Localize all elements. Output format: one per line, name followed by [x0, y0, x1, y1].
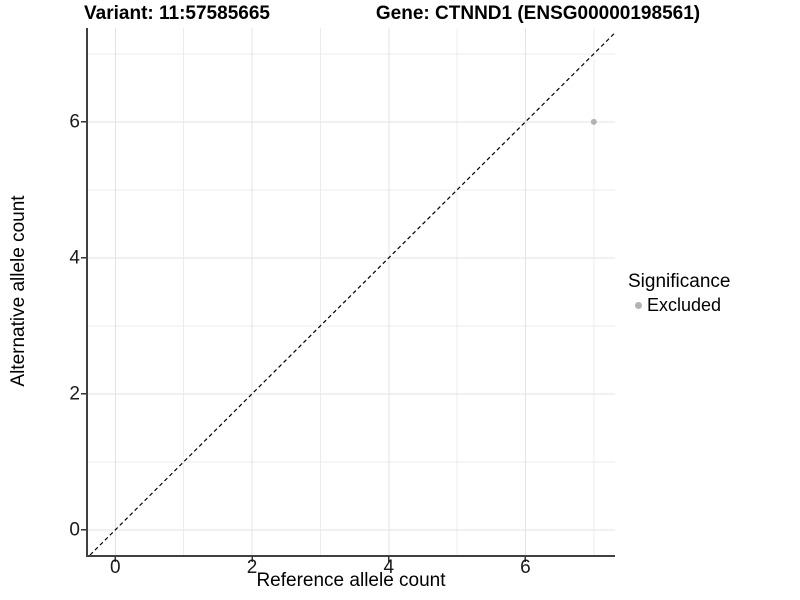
- plot-title-variant: Variant: 11:57585665: [84, 3, 270, 24]
- data-point-excluded: [590, 118, 597, 125]
- x-tick-label: 0: [110, 557, 121, 578]
- plot-panel: [81, 28, 616, 562]
- x-tick-label: 2: [246, 557, 258, 578]
- y-tick-label: 6: [69, 111, 80, 133]
- x-axis-title: Reference allele count: [256, 570, 446, 591]
- y-tick-label: 0: [69, 519, 80, 541]
- y-axis-title: Alternative allele count: [8, 195, 29, 387]
- legend-item-label: Excluded: [647, 295, 722, 315]
- legend-item-excluded: Excluded: [628, 295, 730, 315]
- x-tick-label: 6: [520, 557, 531, 578]
- legend-title: Significance: [628, 271, 731, 292]
- legend: Significance Excluded: [628, 271, 730, 315]
- y-tick-label: 4: [69, 247, 80, 269]
- identity-dashed-line: [89, 32, 616, 556]
- x-tick-label: 4: [383, 557, 395, 578]
- plot-canvas: [81, 28, 616, 562]
- y-tick-label: 2: [69, 383, 80, 405]
- plot-title-gene: Gene: CTNND1 (ENSG00000198561): [375, 3, 701, 24]
- excluded-marker-icon: [635, 301, 642, 309]
